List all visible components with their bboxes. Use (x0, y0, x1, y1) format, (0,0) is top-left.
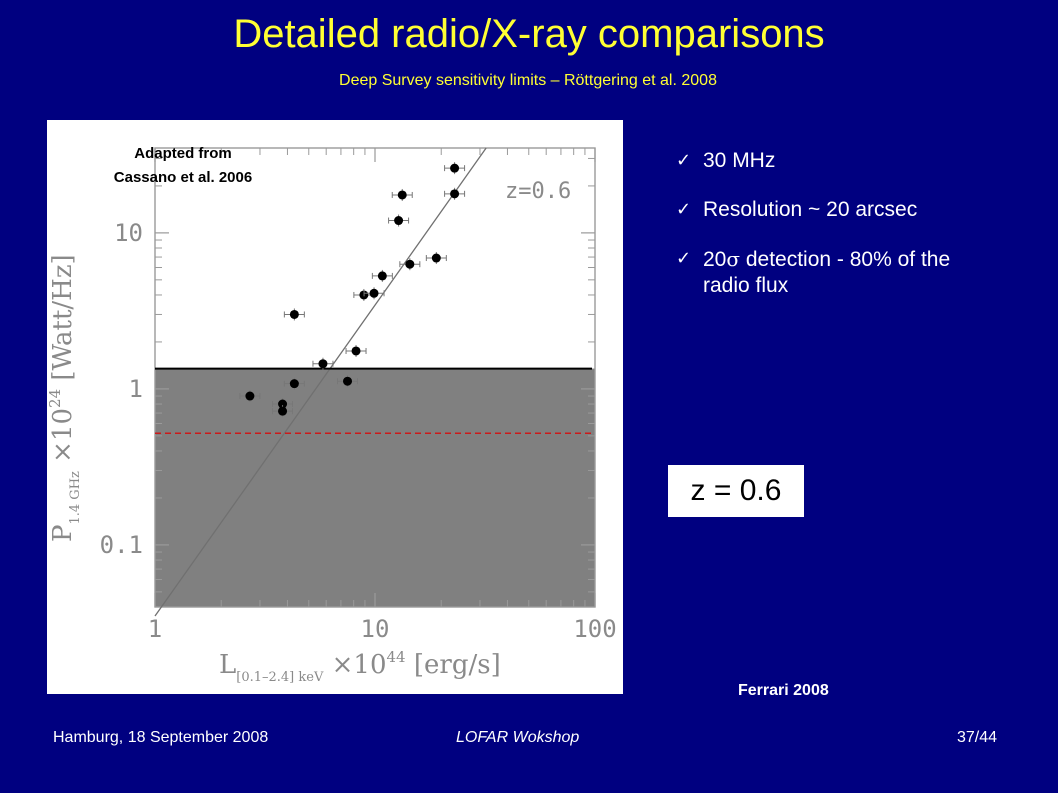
bullet-prefix: 20 (703, 248, 727, 271)
data-point (397, 190, 407, 200)
x-label-sub: [0.1–2.4] keV (236, 670, 324, 685)
y-axis-label: P1.4 GHz ×1024 [Watt/Hz] (47, 254, 83, 542)
undetected-region (155, 368, 595, 607)
x-tick-label: 100 (573, 615, 616, 643)
slide-subtitle: Deep Survey sensitivity limits – Röttger… (0, 70, 1058, 92)
adapted-line-1: Adapted from (134, 145, 232, 162)
data-point (278, 406, 288, 416)
x-tick-label: 1 (148, 615, 162, 643)
y-tick-label: 10 (114, 219, 143, 247)
x-label-sup: 44 (387, 648, 406, 666)
data-point (450, 189, 460, 199)
bullet-list: ✓ 30 MHz ✓ Resolution ~ 20 arcsec ✓ 20σ … (672, 148, 992, 322)
bullet-item-resolution: ✓ Resolution ~ 20 arcsec (672, 197, 992, 223)
checkmark-icon: ✓ (676, 150, 692, 171)
x-axis-label: L[0.1–2.4] keV ×1044 [erg/s] (219, 648, 501, 685)
bullet-text: Resolution ~ 20 arcsec (703, 198, 918, 221)
x-label-rest: ×10 (323, 650, 386, 680)
redshift-box: z = 0.6 (668, 465, 804, 517)
checkmark-icon: ✓ (676, 248, 692, 269)
data-point (450, 163, 460, 173)
footer-location-date: Hamburg, 18 September 2008 (53, 729, 269, 746)
y-tick-label: 1 (129, 375, 143, 403)
footer-event: LOFAR Wokshop (456, 729, 580, 746)
adapted-from-note: Adapted from Cassano et al. 2006 (73, 142, 293, 190)
data-point (318, 359, 328, 369)
data-point (278, 399, 288, 409)
y-tick-label: 0.1 (100, 531, 143, 559)
data-point (351, 346, 361, 356)
data-point (369, 288, 379, 298)
x-label-main: L (219, 650, 236, 680)
bullet-text: 30 MHz (703, 149, 776, 172)
redshift-annotation: z=0.6 (505, 179, 571, 204)
sigma-symbol: σ (726, 247, 741, 271)
subtitle-text: Deep Survey sensitivity limits – Röttger… (339, 72, 717, 89)
slide-title: Detailed radio/X-ray comparisons (233, 12, 825, 56)
y-label-rest: ×10 (48, 408, 78, 471)
fit-line (154, 147, 487, 617)
y-label-sup: 24 (47, 389, 64, 408)
bullet-item-detection: ✓ 20σ detection - 80% of the radio flux (672, 246, 992, 299)
y-label-unit: [Watt/Hz] (48, 254, 78, 389)
data-point (394, 216, 404, 226)
bullet-item-frequency: ✓ 30 MHz (672, 148, 992, 174)
data-point (245, 391, 255, 401)
chart-figure: 1 10 100 0.1 1 10 z=0.6 L[0.1–2.4] keV ×1044 [e… (47, 120, 623, 694)
bullet-text: detection - 80% of the radio flux (703, 248, 951, 297)
data-point (377, 271, 387, 281)
data-point (431, 253, 441, 263)
x-tick-label: 10 (361, 615, 390, 643)
data-point (289, 309, 299, 319)
data-point (405, 259, 415, 269)
checkmark-icon: ✓ (676, 199, 692, 220)
footer-page-number: 37/44 (957, 729, 998, 746)
adapted-line-2: Cassano et al. 2006 (113, 169, 253, 186)
data-point (343, 376, 353, 386)
y-label-main: P (48, 525, 78, 543)
x-label-unit: [erg/s] (406, 650, 501, 680)
y-label-sub: 1.4 GHz (68, 471, 83, 525)
data-point (289, 379, 299, 389)
credit-label: Ferrari 2008 (738, 682, 829, 699)
